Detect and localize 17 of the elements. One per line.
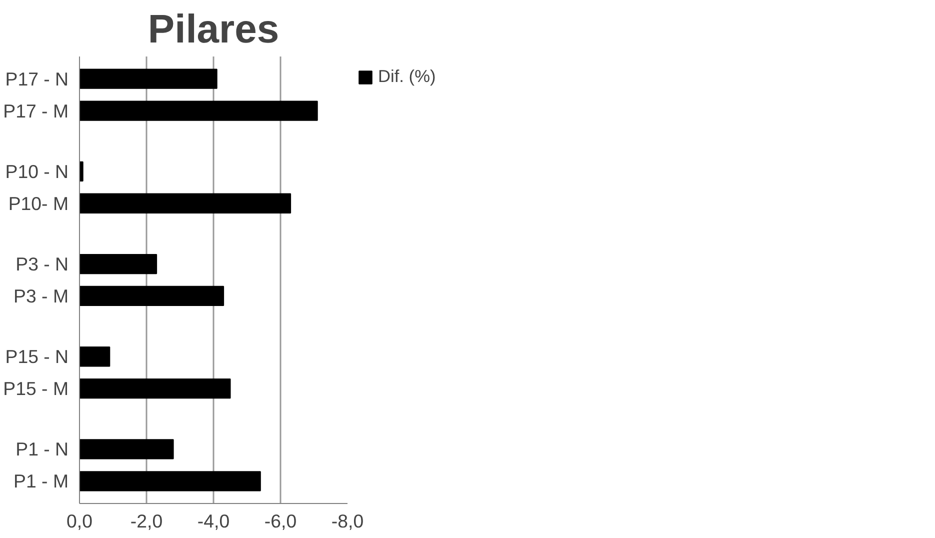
x-tick-label: -6,0: [264, 510, 297, 532]
legend-label: Dif. (%): [378, 66, 436, 87]
y-tick-label: P3 - N: [16, 254, 69, 275]
chart-title: Pilares: [148, 8, 280, 52]
y-tick-label: P1 - N: [16, 438, 69, 460]
x-tick-label: 0,0: [66, 510, 92, 532]
y-tick-label: P1 - M: [14, 470, 69, 492]
y-tick-label: P3 - M: [14, 285, 69, 306]
x-tick-label: -4,0: [197, 510, 230, 532]
x-tick-label: -8,0: [331, 510, 364, 532]
x-tick-label: -2,0: [130, 510, 163, 532]
y-tick-label: P15 - M: [3, 378, 69, 400]
y-tick-label: P10 - N: [5, 160, 69, 182]
y-tick-label: P17 - M: [3, 100, 69, 122]
y-tick-label: P15 - N: [5, 346, 69, 368]
y-tick-label: P10- M: [8, 192, 69, 214]
y-tick-label: P17 - N: [5, 68, 69, 90]
